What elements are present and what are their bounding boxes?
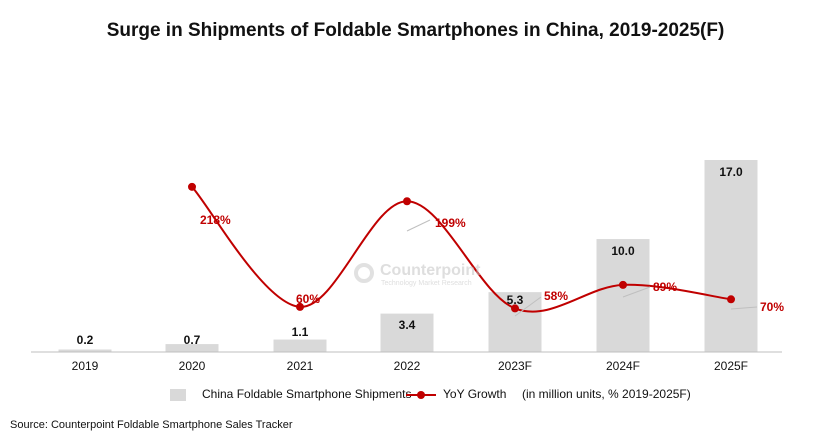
labels-layer: 0.2 0.7 1.1 3.4 5.3 10.0 17.0 2019 2020 2021 2022 2… <box>72 165 785 373</box>
yoy-growth-point <box>619 280 627 289</box>
legend-line-label: YoY Growth <box>443 387 507 401</box>
legend-note: (in million units, % 2019-2025F) <box>522 387 691 401</box>
yoy-growth-point <box>511 304 519 313</box>
bar-2024f <box>596 239 650 352</box>
yoy-growth-point <box>188 182 196 191</box>
label-leader-line <box>622 286 651 298</box>
x-tick-label: 2019 <box>72 359 99 373</box>
legend-line-swatch <box>406 391 436 399</box>
x-tick-label: 2023F <box>498 359 532 373</box>
chart-title: Surge in Shipments of Foldable Smartphon… <box>106 20 725 41</box>
bar-2019 <box>58 349 112 352</box>
bar-2025f <box>704 160 758 352</box>
label-leader-line <box>514 296 542 317</box>
yoy-growth-point <box>727 295 735 304</box>
counterpoint-logo-icon <box>354 263 374 283</box>
bar-value-label: 0.2 <box>77 333 94 347</box>
x-tick-label: 2022 <box>394 359 421 373</box>
bar-value-label: 1.1 <box>292 325 309 339</box>
legend-bar-swatch <box>170 389 186 401</box>
yoy-growth-point <box>296 302 304 311</box>
bar-value-label: 10.0 <box>611 244 635 258</box>
bar-value-label: 17.0 <box>719 165 743 179</box>
yoy-growth-label: 70% <box>760 300 784 314</box>
bars-layer <box>58 160 758 352</box>
yoy-growth-label: 89% <box>653 280 677 294</box>
bar-value-label: 0.7 <box>184 333 201 347</box>
label-leader-line <box>406 219 431 232</box>
bar-value-label: 3.4 <box>399 318 416 332</box>
watermark-name: Counterpoint <box>380 262 481 279</box>
x-tick-label: 2020 <box>179 359 206 373</box>
bar-2021 <box>273 339 327 352</box>
bar-2022 <box>380 313 434 352</box>
x-tick-label: 2021 <box>287 359 314 373</box>
yoy-growth-label: 60% <box>296 292 320 306</box>
bar-value-label: 5.3 <box>507 293 524 307</box>
counterpoint-watermark: Counterpoint Technology Market Research <box>354 262 504 292</box>
watermark-subtitle: Technology Market Research <box>381 280 472 287</box>
yoy-growth-point <box>403 197 411 206</box>
yoy-growth-label: 218% <box>200 213 231 227</box>
yoy-growth-label: 199% <box>435 216 466 230</box>
x-tick-label: 2025F <box>714 359 748 373</box>
bar-2020 <box>165 344 219 352</box>
legend-bar-label: China Foldable Smartphone Shipments <box>202 387 412 401</box>
yoy-growth-label: 58% <box>544 289 568 303</box>
growth-line-layer <box>188 182 758 317</box>
label-leader-line <box>730 306 758 310</box>
bar-2023f <box>488 292 542 352</box>
source-note: Source: Counterpoint Foldable Smartphone… <box>10 419 293 431</box>
x-tick-label: 2024F <box>606 359 640 373</box>
yoy-growth-line <box>191 186 732 313</box>
